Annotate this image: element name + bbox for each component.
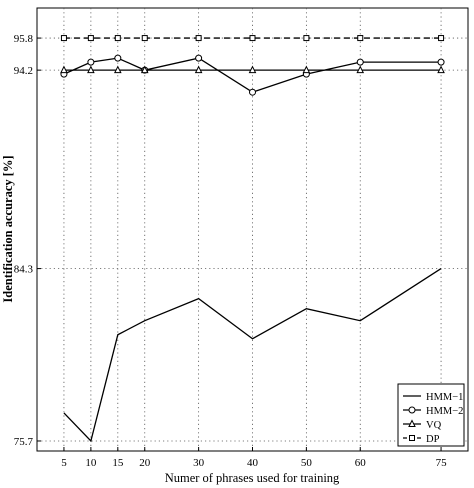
legend-label: HMM−1 <box>426 392 463 403</box>
legend-label: VQ <box>426 420 442 431</box>
data-point-dp <box>114 35 121 42</box>
series-vq <box>60 65 445 74</box>
data-point-vq <box>248 65 257 74</box>
data-point-hmm-2 <box>195 54 203 62</box>
data-point-vq <box>302 65 311 74</box>
data-point-vq <box>356 65 365 74</box>
data-point-hmm-2 <box>356 58 364 66</box>
x-tick-label: 50 <box>301 457 313 469</box>
legend-box <box>397 383 465 447</box>
series-hmm-2 <box>60 54 445 96</box>
legend-marker-dp <box>409 435 415 441</box>
y-tick-label: 75.7 <box>14 436 34 448</box>
data-point-hmm-2 <box>249 88 256 96</box>
x-tick-label: 60 <box>355 457 367 469</box>
y-axis-label: Identification accuracy [%] <box>1 155 15 302</box>
legend: HMM−1 HMM−2 VQ DP <box>397 383 465 447</box>
y-tick-label: 84.3 <box>14 264 34 276</box>
data-point-hmm-2 <box>114 54 122 62</box>
x-tick-label: 10 <box>85 457 97 469</box>
data-point-dp <box>195 35 202 42</box>
data-point-dp <box>87 35 94 42</box>
x-tick-label: 5 <box>61 457 67 469</box>
series-line-hmm-1 <box>63 268 442 443</box>
x-tick-label: 15 <box>112 457 124 469</box>
data-point-hmm-2 <box>87 58 95 66</box>
series-dp <box>60 35 445 42</box>
data-point-dp <box>303 35 310 42</box>
legend-marker-hmm-2 <box>408 406 416 414</box>
legend-marker-vq <box>408 419 416 427</box>
series-layer <box>60 35 445 443</box>
data-point-dp <box>141 35 148 42</box>
data-point-dp <box>60 35 67 42</box>
x-tick-label: 30 <box>193 457 205 469</box>
data-point-hmm-2 <box>437 58 445 66</box>
y-tick-label: 95.8 <box>14 33 34 45</box>
data-point-vq <box>60 65 68 74</box>
series-hmm-1 <box>63 268 442 443</box>
data-point-vq <box>114 65 122 74</box>
ticks: 5 10 15 20 30 40 50 60 75 75.7 84.3 94.2 95.8 <box>14 33 447 469</box>
x-tick-label: 20 <box>139 457 151 469</box>
data-point-dp <box>438 35 445 42</box>
data-point-vq <box>87 65 95 74</box>
data-point-dp <box>357 35 364 42</box>
legend-label: DP <box>426 434 440 445</box>
x-axis-label: Numer of phrases used for training <box>165 471 340 485</box>
legend-label: HMM−2 <box>426 406 463 417</box>
data-point-vq <box>437 65 445 74</box>
data-point-dp <box>249 35 256 42</box>
x-tick-label: 75 <box>436 457 448 469</box>
data-point-vq <box>194 65 203 74</box>
y-tick-label: 94.2 <box>14 65 33 77</box>
x-tick-label: 40 <box>247 457 259 469</box>
data-point-vq <box>140 65 149 74</box>
